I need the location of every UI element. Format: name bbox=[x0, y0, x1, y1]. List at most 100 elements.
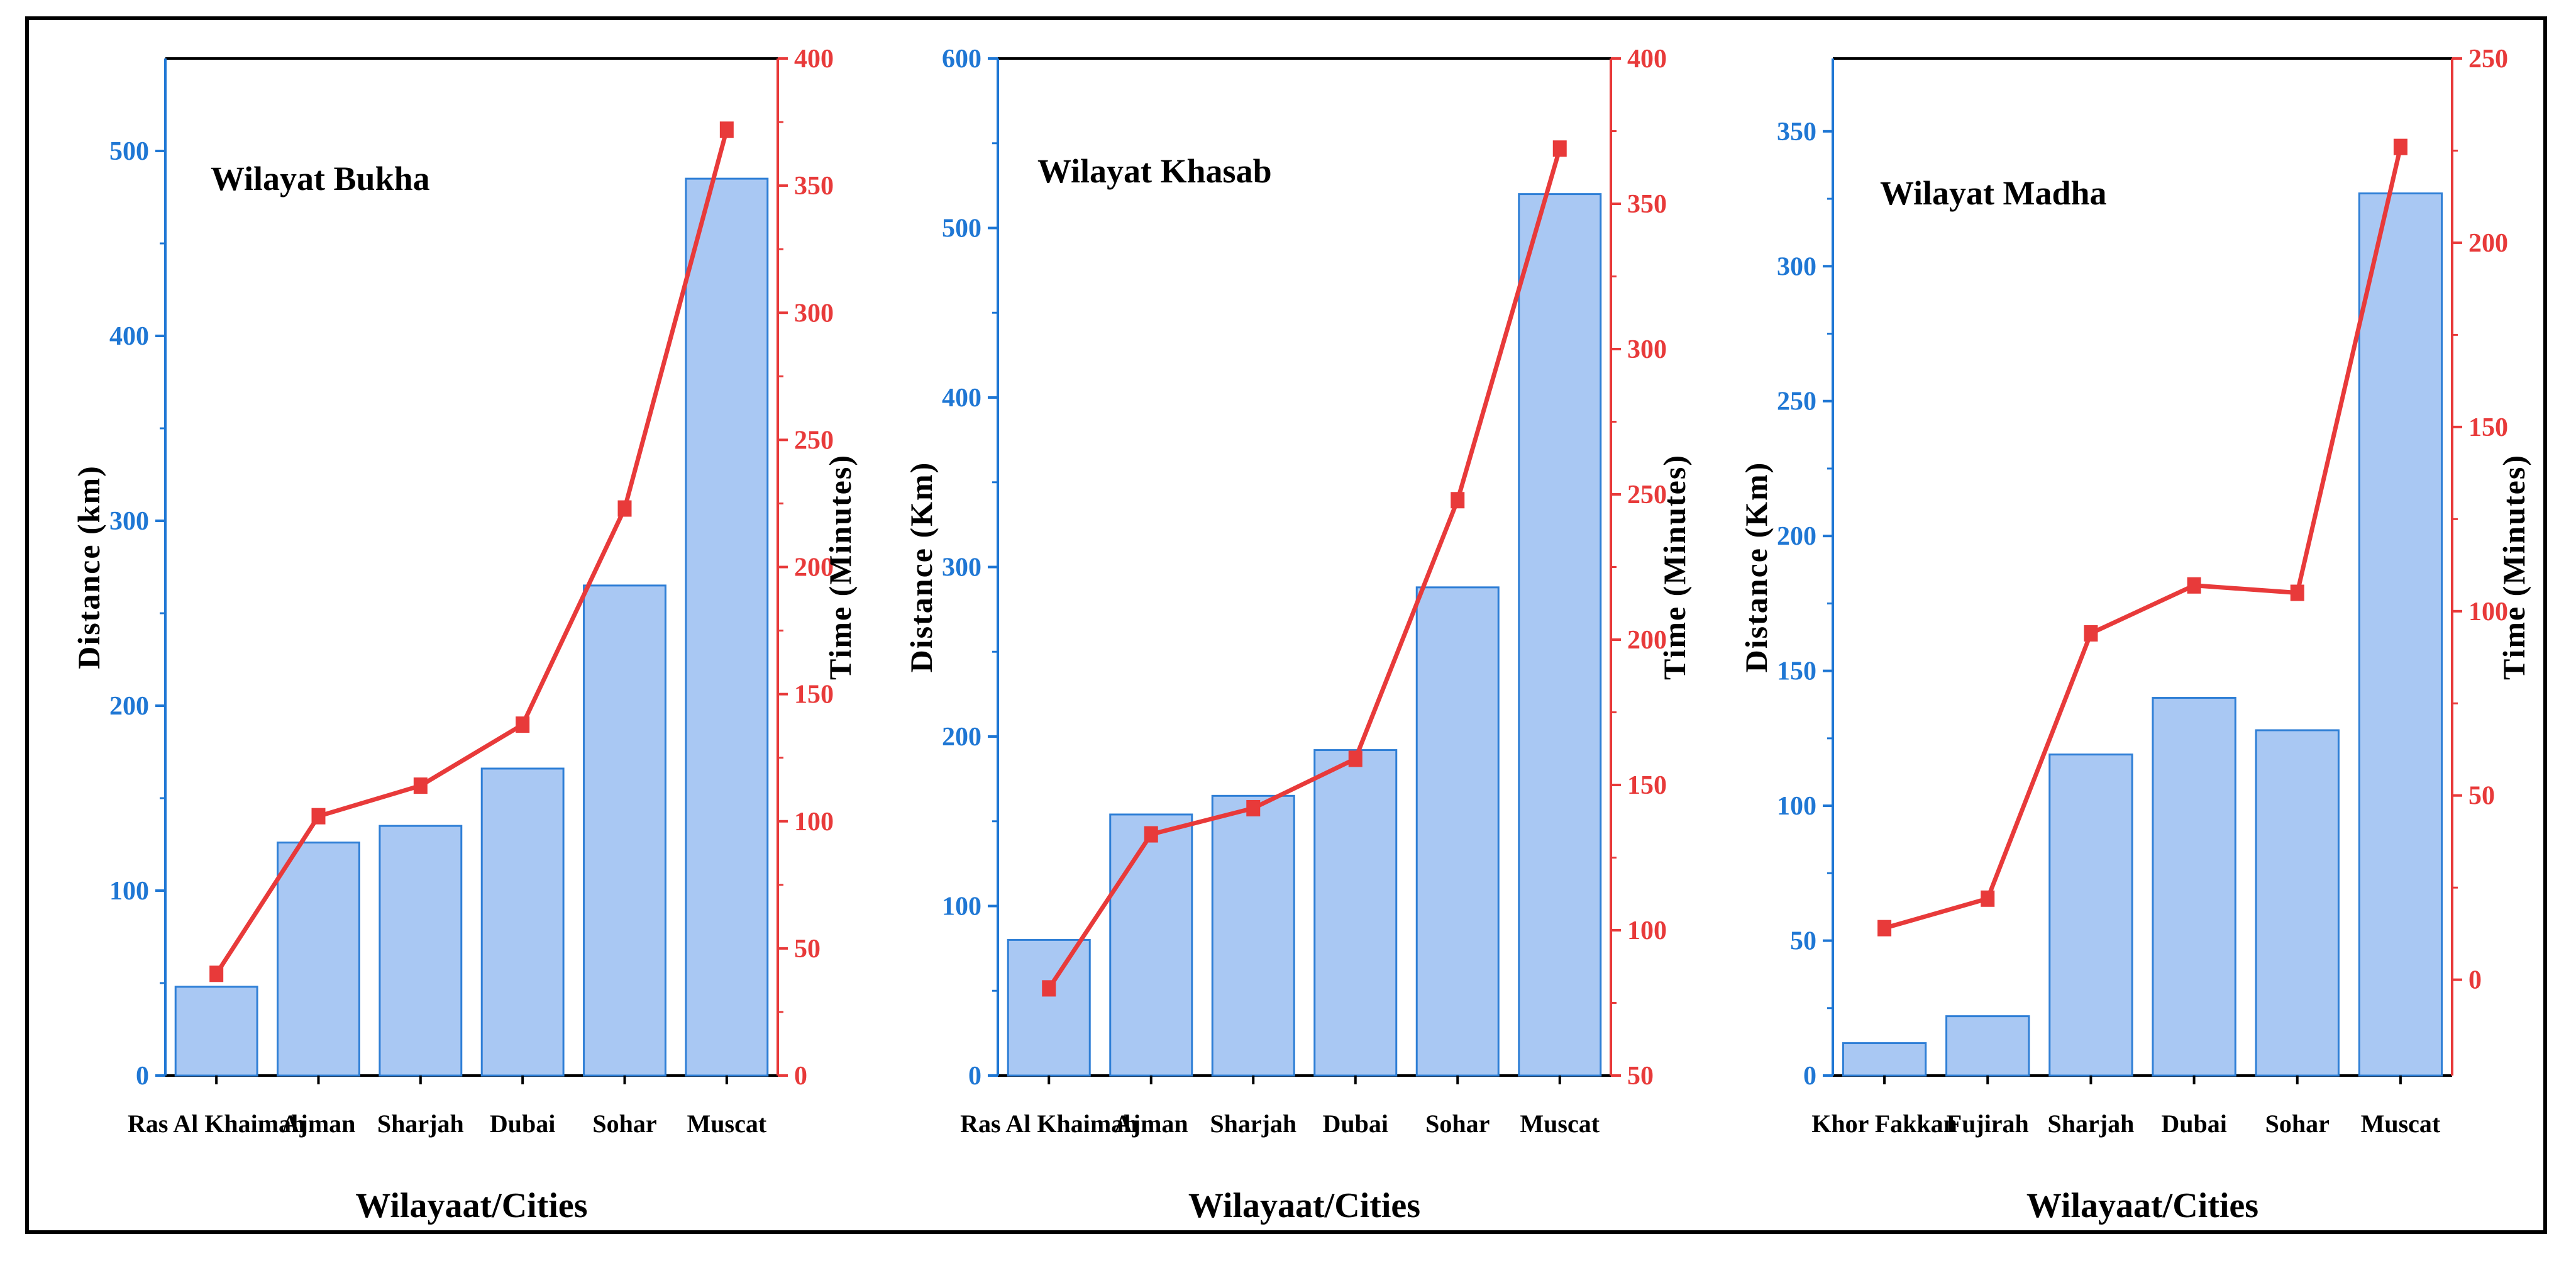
right-axis-title: Time (Minutes) bbox=[822, 454, 858, 680]
right-tick-label: 250 bbox=[794, 426, 834, 455]
distance-bar bbox=[1211, 794, 1295, 1077]
time-marker bbox=[1348, 750, 1363, 767]
left-tick-label: 0 bbox=[1803, 1062, 1816, 1091]
x-tick-label: Muscat bbox=[1520, 1110, 1600, 1138]
distance-bar bbox=[1518, 193, 1602, 1077]
time-marker bbox=[2084, 625, 2098, 642]
distance-bar bbox=[174, 986, 258, 1077]
right-tick-label: 300 bbox=[794, 299, 834, 328]
left-tick-label: 0 bbox=[968, 1062, 981, 1091]
x-tick-label: Ras Al Khaimah bbox=[960, 1110, 1137, 1138]
right-tick-label: 150 bbox=[2468, 413, 2508, 442]
x-tick-label: Sohar bbox=[592, 1110, 656, 1138]
x-tick-label: Dubai bbox=[1323, 1110, 1389, 1138]
distance-bar bbox=[1109, 813, 1193, 1077]
x-tick-label: Sharjah bbox=[2048, 1110, 2135, 1138]
time-marker bbox=[1981, 890, 1995, 907]
left-axis-title: Distance (Km) bbox=[1739, 462, 1774, 673]
x-tick-label: Fujirah bbox=[1947, 1110, 2029, 1138]
right-tick-label: 150 bbox=[1627, 771, 1667, 800]
right-tick-label: 350 bbox=[794, 172, 834, 201]
distance-bar bbox=[685, 177, 769, 1077]
left-tick-label: 100 bbox=[1777, 792, 1816, 821]
chart-panel-1: 0 100 200 300 400 500 0 50 100 150 200 250 300 350 400… bbox=[71, 45, 858, 1225]
right-tick-label: 200 bbox=[794, 553, 834, 582]
right-tick-label: 0 bbox=[794, 1062, 807, 1091]
time-marker bbox=[516, 716, 530, 733]
right-tick-label: 50 bbox=[794, 935, 821, 964]
x-axis-title: Wilayaat/Cities bbox=[1188, 1186, 1420, 1225]
x-tick-label: Ajman bbox=[1114, 1110, 1188, 1138]
distance-bar bbox=[277, 842, 360, 1077]
time-line bbox=[214, 129, 729, 976]
panel-title: Wilayat Bukha bbox=[211, 160, 430, 197]
right-tick-label: 150 bbox=[794, 681, 834, 709]
time-marker bbox=[2393, 138, 2407, 155]
right-axis-title: Time (Minutes) bbox=[1657, 454, 1692, 680]
left-tick-label: 50 bbox=[1790, 927, 1816, 956]
panel-title: Wilayat Madha bbox=[1880, 174, 2107, 212]
right-tick-label: 0 bbox=[2468, 966, 2482, 995]
right-tick-label: 100 bbox=[794, 808, 834, 837]
time-marker bbox=[209, 965, 224, 982]
right-tick-label: 350 bbox=[1627, 190, 1667, 219]
left-tick-label: 300 bbox=[109, 507, 149, 536]
distance-bar bbox=[480, 767, 565, 1077]
panel-title: Wilayat Khasab bbox=[1037, 152, 1272, 190]
x-tick-label: Sharjah bbox=[377, 1110, 464, 1138]
distance-bar bbox=[2048, 754, 2133, 1077]
right-tick-label: 100 bbox=[2468, 598, 2508, 626]
distance-bar bbox=[1415, 586, 1500, 1077]
left-tick-label: 100 bbox=[942, 893, 981, 921]
left-tick-label: 200 bbox=[1777, 522, 1816, 551]
time-marker bbox=[2290, 584, 2304, 601]
right-tick-label: 50 bbox=[1627, 1062, 1654, 1091]
time-marker bbox=[1144, 826, 1158, 843]
left-tick-label: 400 bbox=[942, 384, 981, 413]
x-tick-label: Dubai bbox=[2161, 1110, 2227, 1138]
time-marker bbox=[413, 777, 428, 794]
x-tick-label: Ajman bbox=[282, 1110, 356, 1138]
left-tick-label: 300 bbox=[1777, 252, 1816, 281]
right-tick-label: 200 bbox=[1627, 626, 1667, 655]
right-tick-label: 200 bbox=[2468, 229, 2508, 258]
left-tick-label: 300 bbox=[942, 553, 981, 582]
time-marker bbox=[719, 121, 734, 138]
right-tick-label: 50 bbox=[2468, 782, 2495, 811]
distance-bar bbox=[379, 825, 463, 1077]
time-line bbox=[1047, 148, 1562, 990]
right-tick-label: 400 bbox=[794, 45, 834, 74]
x-tick-label: Sharjah bbox=[1210, 1110, 1296, 1138]
left-tick-label: 200 bbox=[109, 692, 149, 721]
left-tick-label: 0 bbox=[136, 1062, 149, 1091]
right-axis-title: Time (Minutes) bbox=[2496, 454, 2531, 680]
distance-bar bbox=[1842, 1042, 1927, 1077]
time-marker bbox=[1552, 140, 1567, 157]
right-tick-label: 250 bbox=[1627, 481, 1667, 509]
right-tick-label: 100 bbox=[1627, 916, 1667, 945]
left-tick-label: 600 bbox=[942, 45, 981, 74]
left-tick-label: 200 bbox=[942, 723, 981, 752]
distance-bar bbox=[2358, 192, 2443, 1077]
x-tick-label: Muscat bbox=[2361, 1110, 2441, 1138]
left-axis-title: Distance (km) bbox=[71, 465, 106, 669]
time-marker bbox=[617, 500, 632, 517]
x-axis-title: Wilayaat/Cities bbox=[2026, 1186, 2258, 1225]
left-tick-label: 250 bbox=[1777, 387, 1816, 416]
x-tick-label: Sohar bbox=[2265, 1110, 2330, 1138]
chart-panel-2: 0 100 200 300 400 500 600 50 100 150 200 250 300 350 4… bbox=[904, 45, 1692, 1225]
left-tick-label: 500 bbox=[109, 137, 149, 166]
distance-bar bbox=[2152, 697, 2236, 1077]
left-tick-label: 100 bbox=[109, 877, 149, 906]
left-axis-title: Distance (Km) bbox=[904, 462, 939, 673]
right-tick-label: 400 bbox=[1627, 45, 1667, 74]
x-axis-title: Wilayaat/Cities bbox=[355, 1186, 587, 1225]
x-tick-label: Muscat bbox=[687, 1110, 767, 1138]
time-marker bbox=[2187, 577, 2201, 594]
chart-panel-3: 0 50 100 150 200 250 300 350 0 50 100 150 200 250 Khor… bbox=[1739, 45, 2531, 1225]
left-tick-label: 150 bbox=[1777, 657, 1816, 686]
x-tick-label: Sohar bbox=[1425, 1110, 1490, 1138]
distance-bar bbox=[1313, 749, 1398, 1077]
left-tick-label: 400 bbox=[109, 322, 149, 351]
